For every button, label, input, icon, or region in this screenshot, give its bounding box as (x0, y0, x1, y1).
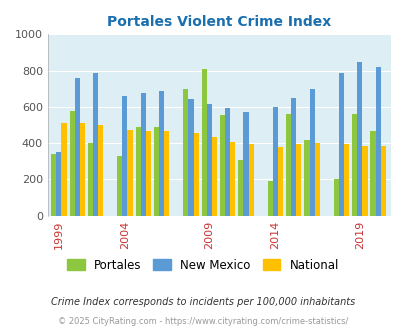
Bar (159, 91, 164, 216)
Bar (75, 78, 80, 216)
Bar (153, 127, 159, 216)
Bar (211, 137, 217, 216)
Bar (356, 62, 362, 216)
Bar (135, 127, 141, 216)
Text: © 2025 CityRating.com - https://www.cityrating.com/crime-statistics/: © 2025 CityRating.com - https://www.city… (58, 317, 347, 326)
Bar (277, 147, 282, 216)
Text: Crime Index corresponds to incidents per 100,000 inhabitants: Crime Index corresponds to incidents per… (51, 297, 354, 307)
Bar (243, 112, 248, 216)
Bar (314, 143, 319, 216)
Bar (220, 115, 224, 216)
Bar (201, 69, 206, 216)
Legend: Portales, New Mexico, National: Portales, New Mexico, National (62, 254, 343, 276)
Bar (61, 123, 66, 216)
Bar (343, 144, 348, 216)
Bar (183, 89, 188, 216)
Bar (333, 179, 338, 216)
Bar (362, 146, 367, 216)
Bar (290, 98, 296, 216)
Bar (164, 131, 169, 216)
Title: Portales Violent Crime Index: Portales Violent Crime Index (107, 15, 331, 29)
Bar (309, 89, 314, 216)
Bar (248, 144, 253, 216)
Bar (369, 131, 375, 216)
Bar (56, 152, 61, 216)
Bar (69, 111, 75, 216)
Bar (230, 142, 235, 216)
Bar (122, 96, 127, 216)
Bar (351, 114, 356, 216)
Bar (286, 114, 290, 216)
Bar (304, 141, 309, 216)
Bar (145, 131, 151, 216)
Bar (127, 130, 132, 216)
Bar (206, 104, 211, 216)
Bar (87, 143, 93, 216)
Bar (296, 144, 301, 216)
Bar (193, 133, 198, 216)
Bar (380, 146, 385, 216)
Bar (238, 159, 243, 216)
Bar (51, 154, 56, 216)
Bar (80, 123, 85, 216)
Bar (117, 156, 122, 216)
Bar (267, 181, 272, 216)
Bar (188, 99, 193, 216)
Bar (224, 108, 230, 216)
Bar (375, 67, 380, 216)
Bar (98, 125, 103, 216)
Bar (141, 93, 145, 216)
Bar (338, 73, 343, 216)
Bar (93, 73, 98, 216)
Bar (272, 107, 277, 216)
